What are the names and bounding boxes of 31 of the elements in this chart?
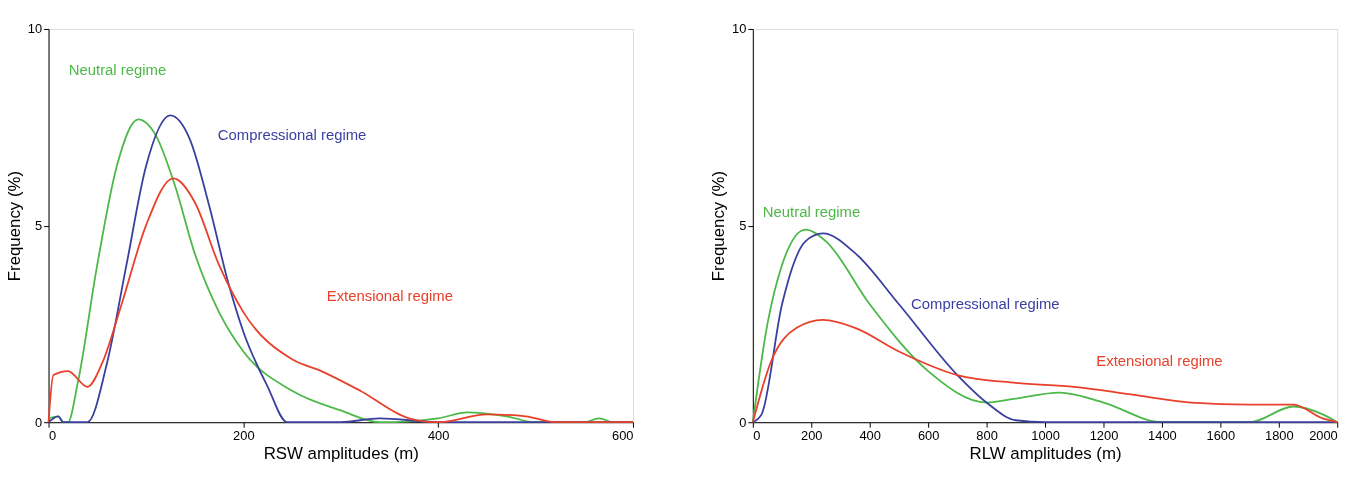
y-tick-label: 10 bbox=[732, 21, 747, 37]
x-tick-label: 1600 bbox=[1206, 427, 1236, 443]
series-label: Compressional regime bbox=[217, 127, 367, 144]
y-tick-label: 10 bbox=[27, 21, 43, 37]
x-tick-label: 0 bbox=[49, 427, 57, 443]
x-tick-label: 600 bbox=[917, 427, 940, 443]
y-tick-label: 0 bbox=[34, 414, 43, 430]
text: Neutral regime bbox=[68, 61, 167, 78]
x-tick-label: 0 bbox=[753, 427, 761, 443]
y-tick-label: 0 bbox=[739, 414, 747, 430]
x-axis-title: RLW amplitudes (m) bbox=[969, 444, 1122, 464]
x-tick-label: 400 bbox=[427, 427, 450, 443]
x-tick-label: 1000 bbox=[1031, 427, 1060, 443]
text: Extensional regime bbox=[326, 288, 453, 305]
series-label: Extensional regime bbox=[1096, 352, 1223, 369]
x-axis-title: RSW amplitudes (m) bbox=[263, 444, 419, 464]
y-axis-title: Frequency (%) bbox=[709, 170, 729, 282]
x-tick-label: 600 bbox=[611, 427, 634, 443]
x-tick-label: 400 bbox=[859, 427, 881, 443]
x-tick-label: 200 bbox=[233, 427, 255, 443]
x-tick-label: 1400 bbox=[1148, 427, 1177, 443]
series-label: Compressional regime bbox=[911, 295, 1060, 312]
x-tick-label: 2000 bbox=[1309, 427, 1338, 443]
x-tick-label: 1200 bbox=[1089, 427, 1119, 443]
x-tick-label: 800 bbox=[976, 427, 998, 443]
y-tick-label: 5 bbox=[739, 218, 747, 234]
series-label: Neutral regime bbox=[762, 203, 861, 220]
y-axis-title: Frequency (%) bbox=[4, 170, 24, 282]
y-tick-label: 5 bbox=[34, 218, 43, 234]
x-tick-label: 1800 bbox=[1265, 427, 1294, 443]
x-tick-label: 200 bbox=[801, 427, 823, 443]
